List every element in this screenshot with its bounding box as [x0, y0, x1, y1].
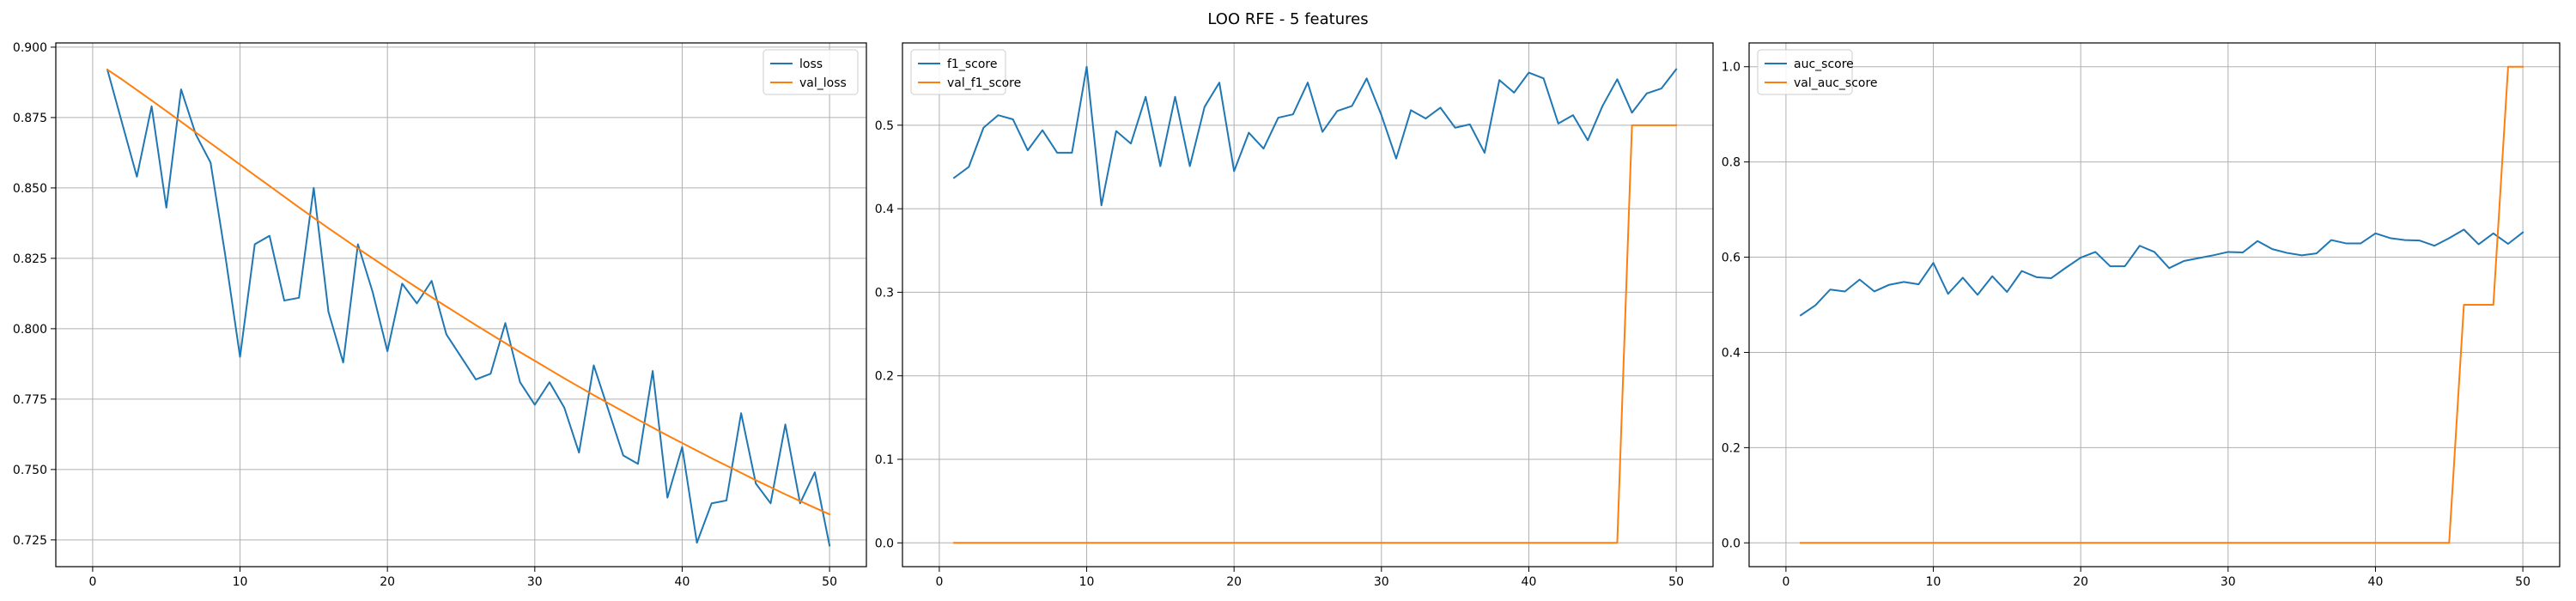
y-tick-label: 0.750 — [13, 464, 47, 477]
series-line-f1-score — [952, 65, 1678, 207]
plot-area — [902, 43, 1713, 567]
x-tick-label: 40 — [675, 575, 690, 589]
x-tick-label: 30 — [2221, 575, 2236, 589]
y-tick-label: 0.825 — [13, 252, 47, 266]
loss-subplot: 0 10 20 30 40 50 0.725 0.750 0.775 0.800 0.825 0.85… — [13, 41, 867, 589]
x-tick-label: 50 — [1668, 575, 1684, 589]
axes-frame — [902, 42, 1714, 568]
y-tick-label: 0.3 — [875, 286, 894, 300]
y-tick-label: 0.1 — [875, 453, 894, 467]
series-line-auc-score — [1799, 228, 2524, 317]
legend: auc_score val_auc_score — [1757, 49, 1878, 95]
y-tick-label: 0.4 — [875, 203, 894, 216]
x-tick-label: 30 — [1374, 575, 1389, 589]
figure-title: LOO RFE - 5 features — [1207, 10, 1368, 28]
x-tick-label: 10 — [1079, 575, 1095, 589]
x-tick-label: 20 — [1226, 575, 1242, 589]
axes-frame — [1748, 42, 2561, 568]
plot-area — [56, 43, 866, 567]
x-tick-label: 30 — [527, 575, 543, 589]
legend: f1_score val_f1_score — [910, 49, 1021, 95]
x-tick-label: 10 — [233, 575, 248, 589]
x-tick-label: 10 — [1926, 575, 1941, 589]
x-tick-label: 0 — [1782, 575, 1789, 589]
y-tick-label: 0.2 — [875, 370, 894, 384]
y-tick-label: 0.850 — [13, 182, 47, 196]
y-tick-label: 0.5 — [875, 119, 894, 133]
x-tick-label: 20 — [380, 575, 395, 589]
auc-score-subplot: 0 10 20 30 40 50 0.0 0.2 0.4 0.6 0.8 1.0 auc_scoreva… — [1722, 42, 2561, 589]
series-line-val-auc-score — [1800, 65, 2524, 544]
series-line-val-loss — [106, 68, 831, 516]
legend-label: val_f1_score — [947, 76, 1021, 90]
y-tick-label: 0.2 — [1722, 441, 1741, 455]
legend-label: f1_score — [947, 58, 997, 71]
y-tick-label: 0.900 — [13, 41, 47, 55]
f1-score-subplot: 0 10 20 30 40 50 0.0 0.1 0.2 0.3 0.4 0.5 f1_scoreval… — [875, 42, 1714, 589]
y-tick-label: 0.800 — [13, 323, 47, 337]
y-tick-label: 0.775 — [13, 393, 47, 407]
legend-label: val_auc_score — [1794, 76, 1878, 90]
y-tick-label: 0.725 — [13, 534, 47, 548]
legend-label: auc_score — [1794, 58, 1854, 71]
y-tick-label: 0.4 — [1722, 346, 1741, 360]
x-tick-label: 50 — [2515, 575, 2530, 589]
x-tick-label: 20 — [2073, 575, 2088, 589]
y-tick-label: 0.6 — [1722, 252, 1741, 265]
series-line-val-f1-score — [953, 124, 1678, 544]
y-tick-label: 0.8 — [1722, 156, 1741, 170]
legend-label: loss — [799, 58, 823, 71]
x-tick-label: 40 — [2368, 575, 2384, 589]
y-tick-label: 0.0 — [1722, 537, 1741, 550]
x-tick-label: 50 — [822, 575, 837, 589]
legend: loss val_loss — [762, 49, 859, 95]
y-tick-label: 0.875 — [13, 112, 47, 125]
legend-label: val_loss — [799, 76, 847, 90]
x-tick-label: 0 — [935, 575, 943, 589]
y-tick-label: 0.0 — [875, 537, 894, 550]
x-tick-label: 40 — [1522, 575, 1537, 589]
x-tick-label: 0 — [88, 575, 96, 589]
plot-area — [1749, 43, 2560, 567]
axes-frame — [55, 42, 867, 568]
y-tick-label: 1.0 — [1722, 61, 1741, 75]
series-line-loss — [106, 68, 831, 547]
